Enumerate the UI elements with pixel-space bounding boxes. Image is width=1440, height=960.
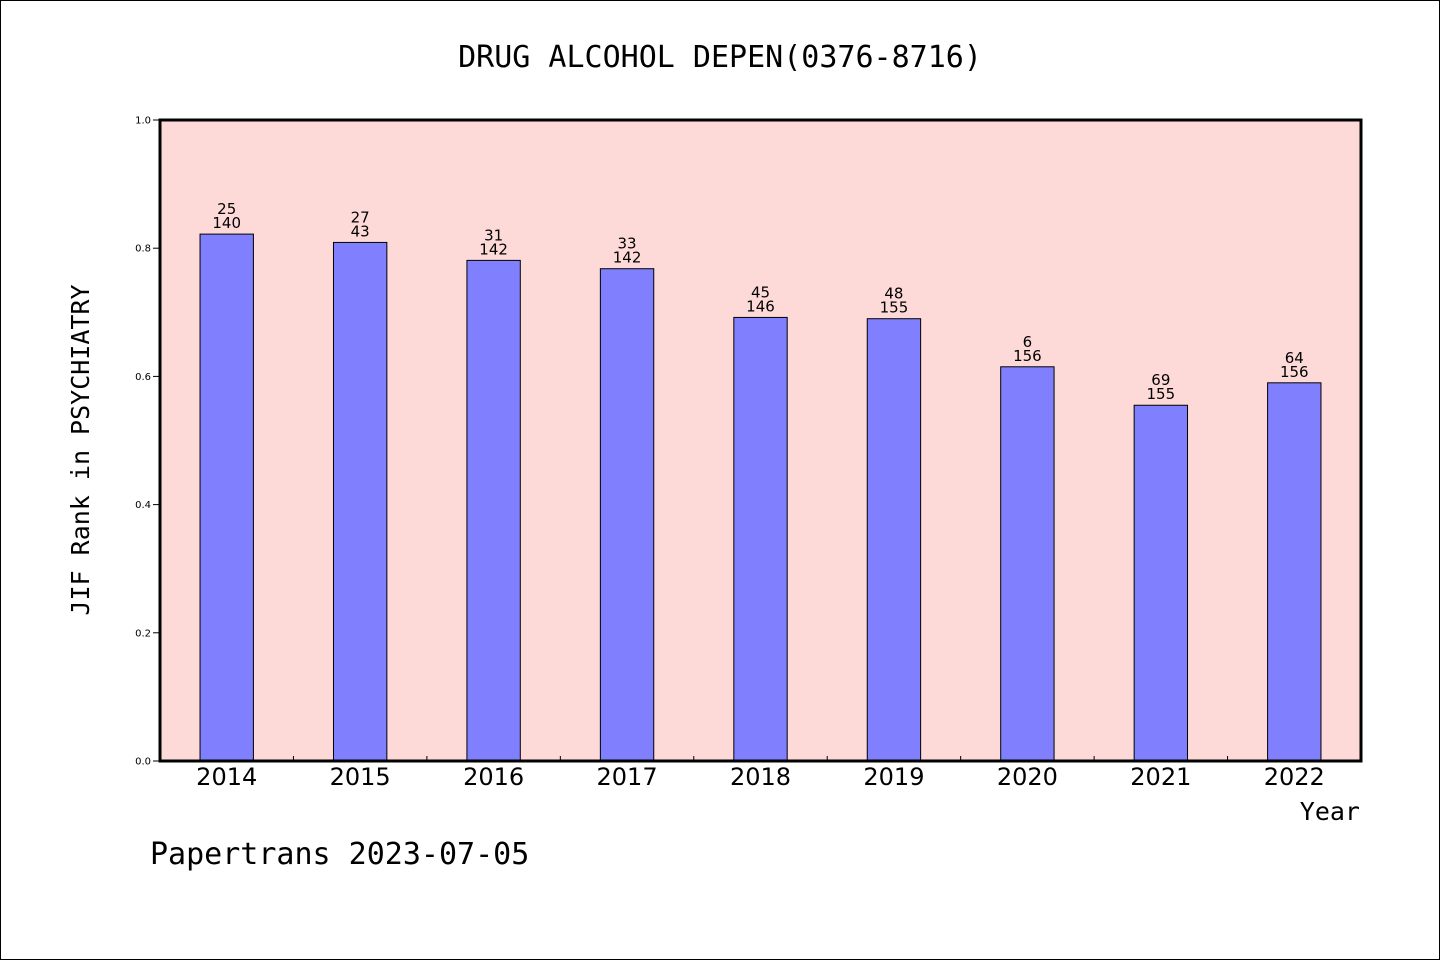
x-tick-label: 2016 <box>463 763 524 791</box>
x-tick-label: 2017 <box>597 763 658 791</box>
bar <box>866 318 922 762</box>
y-tick-label: 0.0 <box>135 757 151 768</box>
bar-rank-label: 64 <box>1285 349 1304 367</box>
bar-rank-label: 69 <box>1151 371 1170 389</box>
y-tick-label: 0.8 <box>135 244 151 255</box>
bar-total-label: 140 <box>212 214 241 232</box>
bar <box>599 268 655 762</box>
bar-total-label: 142 <box>479 240 508 258</box>
bar-total-label: 156 <box>1280 363 1309 381</box>
y-tick-label: 0.2 <box>135 628 151 639</box>
x-tick-label: 2019 <box>863 763 924 791</box>
y-tick-label: 1.0 <box>135 116 151 127</box>
y-tick-label: 0.4 <box>135 500 151 511</box>
y-axis-title: JIF Rank in PSYCHIATRY <box>66 284 95 615</box>
x-tick-label: 2014 <box>196 763 257 791</box>
x-tick-label: 2022 <box>1264 763 1325 791</box>
bar <box>199 233 254 762</box>
x-axis-title: Year <box>1300 797 1360 826</box>
bar <box>332 241 388 762</box>
bar-rank-label: 48 <box>884 285 903 303</box>
x-axis-ticks: 2014 2015 2016 2017 2018 2019 2020 2021 2022 <box>196 756 1325 791</box>
bar <box>466 259 521 762</box>
bar-rank-label: 6 <box>1023 333 1033 351</box>
bar-rank-label: 27 <box>351 208 370 226</box>
footer-text: Papertrans 2023-07-05 <box>150 837 529 872</box>
y-tick-label: 0.6 <box>135 372 151 383</box>
x-tick-label: 2018 <box>730 763 791 791</box>
bar-rank-label: 33 <box>618 235 637 253</box>
bar-total-label: 155 <box>1147 385 1176 403</box>
bar-total-label: 142 <box>613 249 642 267</box>
x-tick-label: 2021 <box>1130 763 1191 791</box>
bar-total-label: 155 <box>880 299 909 317</box>
x-tick-label: 2020 <box>997 763 1058 791</box>
bar-total-label: 43 <box>351 222 370 240</box>
bar <box>733 316 788 762</box>
bars <box>199 233 1322 762</box>
bar <box>1000 366 1055 762</box>
bar-rank-label: 25 <box>217 200 236 218</box>
bar-rank-label: 31 <box>484 226 503 244</box>
bar-rank-label: 45 <box>751 283 770 301</box>
plot-border <box>158 118 1363 763</box>
x-tick-label: 2015 <box>330 763 391 791</box>
bar <box>1267 382 1322 762</box>
y-axis-ticks: 0.0 0.2 0.4 0.6 0.8 1.0 <box>135 116 160 768</box>
bar <box>1133 404 1189 762</box>
bar-total-label: 156 <box>1013 347 1042 365</box>
bar-total-label: 146 <box>746 297 775 315</box>
chart-title: DRUG ALCOHOL DEPEN(0376-8716) <box>458 40 982 75</box>
